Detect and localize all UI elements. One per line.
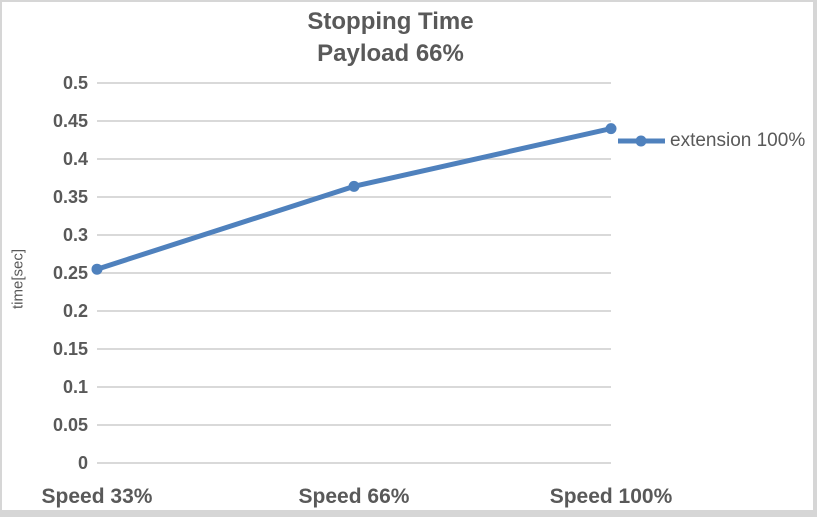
y-axis-tick-label: 0.35: [52, 187, 88, 207]
data-point-marker: [605, 123, 617, 135]
y-axis-tick-label: 0.05: [52, 415, 88, 435]
x-axis-category-label: Speed 66%: [298, 485, 410, 508]
data-point-marker: [348, 180, 360, 192]
y-axis-tick-label: 0.3: [62, 225, 88, 245]
plot-area: [91, 82, 617, 464]
chart-title: Stopping Time Payload 66%: [2, 6, 779, 70]
chart-title-line-1: Stopping Time: [307, 8, 474, 35]
legend-key-icon: [618, 135, 665, 147]
data-point-marker: [91, 263, 103, 275]
y-axis-tick-label: 0.45: [52, 111, 88, 131]
y-axis-tick-label: 0: [77, 453, 88, 473]
y-axis-tick-label: 0.15: [52, 339, 88, 359]
x-axis-category-label: Speed 33%: [41, 485, 153, 508]
y-axis-tick-label: 0.5: [62, 73, 88, 93]
chart-title-line-2: Payload 66%: [317, 40, 464, 67]
y-axis-title: time[sec]: [9, 248, 27, 310]
legend: extension 100%: [617, 127, 805, 155]
y-axis-tick-label: 0.4: [62, 149, 88, 169]
y-axis-tick-label: 0.25: [52, 263, 88, 283]
legend-label: extension 100%: [670, 130, 806, 151]
y-axis-tick-label: 0.1: [62, 377, 88, 397]
x-axis-category-label: Speed 100%: [549, 485, 673, 508]
y-axis-tick-label: 0.2: [62, 301, 88, 321]
series-line: [94, 126, 614, 272]
